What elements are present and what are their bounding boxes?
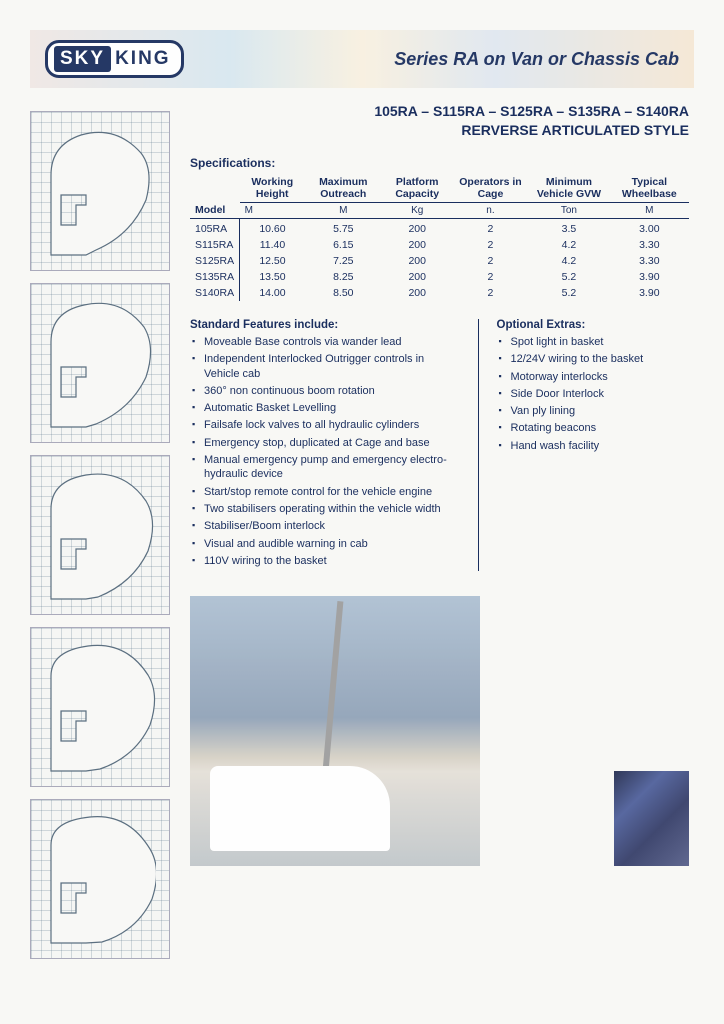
tagline: Series RA on Van or Chassis Cab (394, 49, 679, 70)
series-subtitle: RERVERSE ARTICULATED STYLE (190, 122, 689, 138)
list-item: Manual emergency pump and emergency elec… (190, 453, 460, 482)
col-model: Model (190, 174, 240, 219)
table-row: S140RA14.008.5020025.23.90 (190, 285, 689, 301)
reach-chart-s140ra (30, 799, 170, 959)
reach-chart-s125ra (30, 455, 170, 615)
col-working-height: Working Height (240, 174, 305, 203)
list-item: 360° non continuous boom rotation (190, 384, 460, 398)
standard-features-heading: Standard Features include: (190, 319, 460, 331)
product-photo-main (190, 596, 480, 866)
optional-extras: Optional Extras: Spot light in basket 12/… (497, 319, 690, 571)
photo-boom-icon (323, 601, 344, 771)
list-item: Motorway interlocks (497, 370, 690, 384)
table-row: S115RA11.406.1520024.23.30 (190, 237, 689, 253)
optional-extras-heading: Optional Extras: (497, 319, 690, 331)
list-item: Side Door Interlock (497, 387, 690, 401)
list-item: Moveable Base controls via wander lead (190, 335, 460, 349)
series-title: 105RA – S115RA – S125RA – S135RA – S140R… (190, 103, 689, 119)
list-item: 110V wiring to the basket (190, 554, 460, 568)
specifications-table: Model Working Height Maximum Outreach Pl… (190, 174, 689, 301)
list-item: Automatic Basket Levelling (190, 401, 460, 415)
list-item: 12/24V wiring to the basket (497, 352, 690, 366)
reach-chart-s135ra (30, 627, 170, 787)
table-row: S125RA12.507.2520024.23.30 (190, 253, 689, 269)
photo-van-icon (210, 766, 390, 851)
table-unit-row: M M Kg n. Ton M (190, 203, 689, 219)
logo-king: KING (115, 48, 171, 70)
table-row: 105RA10.605.7520023.53.00 (190, 219, 689, 238)
features-divider (478, 319, 479, 571)
specifications-label: Specifications: (190, 156, 689, 170)
col-platform-capacity: Platform Capacity (382, 174, 453, 203)
list-item: Stabiliser/Boom interlock (190, 519, 460, 533)
list-item: Van ply lining (497, 404, 690, 418)
list-item: Two stabilisers operating within the veh… (190, 502, 460, 516)
list-item: Hand wash facility (497, 439, 690, 453)
reach-chart-s115ra (30, 283, 170, 443)
list-item: Start/stop remote control for the vehicl… (190, 485, 460, 499)
list-item: Failsafe lock valves to all hydraulic cy… (190, 418, 460, 432)
table-row: S135RA13.508.2520025.23.90 (190, 269, 689, 285)
list-item: Visual and audible warning in cab (190, 537, 460, 551)
col-wheelbase: Typical Wheelbase (610, 174, 689, 203)
list-item: Independent Interlocked Outrigger contro… (190, 352, 460, 381)
standard-features: Standard Features include: Moveable Base… (190, 319, 460, 571)
col-min-gvw: Minimum Vehicle GVW (528, 174, 609, 203)
list-item: Emergency stop, duplicated at Cage and b… (190, 436, 460, 450)
reach-charts-column (30, 103, 175, 959)
brand-logo: SKY KING (45, 40, 184, 78)
col-operators: Operators in Cage (453, 174, 529, 203)
list-item: Spot light in basket (497, 335, 690, 349)
table-header-row: Model Working Height Maximum Outreach Pl… (190, 174, 689, 203)
header-banner: SKY KING Series RA on Van or Chassis Cab (30, 30, 694, 88)
reach-chart-105ra (30, 111, 170, 271)
list-item: Rotating beacons (497, 421, 690, 435)
col-max-outreach: Maximum Outreach (305, 174, 382, 203)
logo-sky: SKY (54, 46, 111, 72)
product-photo-side (614, 771, 689, 866)
